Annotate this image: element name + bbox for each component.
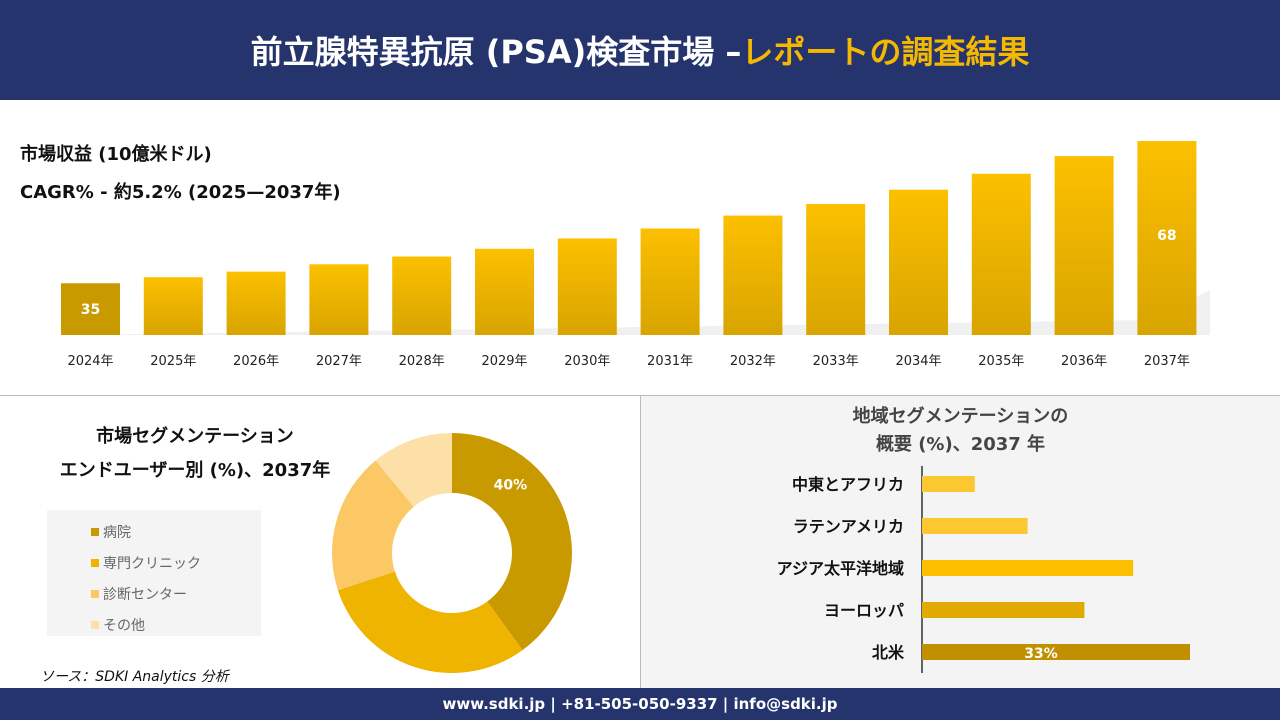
divider xyxy=(0,395,1280,396)
bar-2028年 xyxy=(392,256,452,335)
legend-swatch xyxy=(91,558,99,567)
bar-2034年 xyxy=(889,189,948,335)
bar-アジア太平洋地域 xyxy=(922,560,1134,576)
x-tick-label: 2028年 xyxy=(399,354,445,369)
bar-2031年 xyxy=(640,228,700,335)
y-tick-label: 北米 xyxy=(872,643,905,662)
x-tick-label: 2032年 xyxy=(730,354,776,369)
region-panel xyxy=(641,396,1280,688)
x-tick-label: 2026年 xyxy=(233,354,279,369)
segment-title-line2: エンドユーザー別 (%)、2037年 xyxy=(59,460,331,481)
x-tick-label: 2025年 xyxy=(150,354,196,369)
region-title: 地域セグメンテーションの 概要 (%)、2037 年 xyxy=(641,403,1280,459)
bar-2024年 xyxy=(61,283,120,335)
title-main: 前立腺特異抗原 (PSA)検査市場 – xyxy=(250,33,742,71)
revenue-chart-title: 市場収益 (10億米ドル) xyxy=(20,144,212,165)
donut-slice-専門クリニック xyxy=(337,571,523,673)
bar-2027年 xyxy=(309,264,369,335)
end-user-donut-chart: 40% xyxy=(332,433,573,673)
donut-legend: 病院専門クリニック 診断センター その他 xyxy=(47,510,261,636)
legend-label: 診断センター xyxy=(103,586,187,603)
data-label: 40% xyxy=(494,478,528,494)
cagr-subtitle: CAGR% - 約5.2% (2025—2037年) xyxy=(20,182,341,203)
data-label: 33% xyxy=(1024,646,1058,662)
divider xyxy=(640,396,641,688)
bar-2025年 xyxy=(143,277,203,335)
x-tick-label: 2024年 xyxy=(67,354,113,369)
legend-label: 病院 xyxy=(103,524,131,541)
data-label: 35 xyxy=(81,302,100,318)
bar-2035年 xyxy=(971,173,1031,335)
bar-2029年 xyxy=(475,248,534,335)
title-highlight: レポートの調査結果 xyxy=(741,33,1030,71)
bar-ラテンアメリカ xyxy=(922,518,1028,534)
x-tick-label: 2034年 xyxy=(895,354,941,369)
region-title-line2: 概要 (%)、2037 年 xyxy=(875,434,1046,455)
legend-swatch xyxy=(91,589,99,598)
bar-2030年 xyxy=(557,238,617,335)
x-tick-label: 2031年 xyxy=(647,354,693,369)
x-tick-label: 2036年 xyxy=(1061,354,1107,369)
donut-slice-その他 xyxy=(375,433,452,507)
bar-ヨーロッパ xyxy=(922,602,1085,618)
legend-item: その他 xyxy=(91,609,261,640)
revenue-bar-chart: 2024年 35 2025年 2026年 2027年 2028年 2029年 2030年 203… xyxy=(60,141,1210,369)
legend-item: 診断センター xyxy=(91,578,261,609)
region-title-line1: 地域セグメンテーションの xyxy=(852,406,1069,427)
bar-2026年 xyxy=(226,271,286,335)
bar-2036年 xyxy=(1054,156,1114,335)
bar-2032年 xyxy=(723,215,783,335)
bar-2033年 xyxy=(806,203,866,335)
legend-label: その他 xyxy=(103,617,145,634)
donut-slice-診断センター xyxy=(332,460,414,591)
x-tick-label: 2030年 xyxy=(564,354,610,369)
data-label: 68 xyxy=(1157,228,1176,244)
x-tick-label: 2027年 xyxy=(316,354,362,369)
y-tick-label: ラテンアメリカ xyxy=(793,517,904,536)
legend-label: 専門クリニック xyxy=(103,555,201,572)
y-tick-label: 中東とアフリカ xyxy=(792,475,904,494)
bar-2037年 xyxy=(1137,141,1197,335)
legend-swatch xyxy=(91,620,99,629)
bar-中東とアフリカ xyxy=(922,476,975,492)
x-tick-label: 2037年 xyxy=(1144,354,1190,369)
segment-title: 市場セグメンテーションエンドユーザー別 (%)、2037年 xyxy=(0,420,390,488)
source-note: ソース：SDKI Analytics 分析 xyxy=(40,669,229,685)
legend-swatch xyxy=(91,527,99,536)
header-banner: 前立腺特異抗原 (PSA)検査市場 – レポートの調査結果 xyxy=(0,0,1280,100)
y-tick-label: アジア太平洋地域 xyxy=(777,559,904,578)
x-tick-label: 2033年 xyxy=(813,354,859,369)
legend-item: 専門クリニック xyxy=(91,547,261,578)
footer-contact: www.sdki.jp | +81-505-050-9337 | info@sd… xyxy=(0,688,1280,720)
donut-slice-病院 xyxy=(452,433,573,651)
segment-title-line1: 市場セグメンテーション xyxy=(96,426,294,447)
x-tick-label: 2029年 xyxy=(481,354,527,369)
y-tick-label: ヨーロッパ xyxy=(824,601,904,620)
bar-北米 xyxy=(922,644,1190,660)
x-tick-label: 2035年 xyxy=(978,354,1024,369)
legend-item: 病院 xyxy=(91,516,261,547)
